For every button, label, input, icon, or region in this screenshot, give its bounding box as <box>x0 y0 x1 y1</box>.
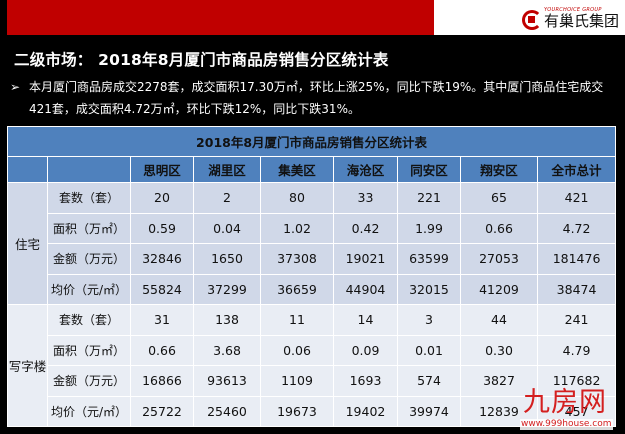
cell: 33 <box>333 182 398 214</box>
table-row: 面积（万㎡） 0.66 3.68 0.06 0.09 0.01 0.30 4.7… <box>8 334 617 366</box>
table-row: 写字楼 套数（套） 31 138 11 14 3 44 241 <box>7 304 617 427</box>
cell: 65 <box>460 182 538 214</box>
cell: 19021 <box>333 243 398 275</box>
cell: 41209 <box>460 273 538 305</box>
cell: 80 <box>260 182 334 214</box>
cell: 1650 <box>193 243 261 275</box>
logo-subtitle: YOURCHOICE GROUP <box>543 6 602 13</box>
table-row: 金额（万元） 32846 1650 37308 19021 63599 2705… <box>8 243 617 275</box>
cell: 16866 <box>130 365 194 397</box>
cell: 241 <box>536 304 617 336</box>
cell: 1693 <box>333 365 398 397</box>
header-jimei: 集美区 <box>260 156 334 183</box>
metric-label: 套数（套） <box>47 304 131 336</box>
cell: 0.66 <box>460 212 538 244</box>
cell: 2 <box>193 182 261 214</box>
header-siming: 思明区 <box>130 156 194 183</box>
sales-stats-table: 2018年8月厦门市商品房销售分区统计表 思明区 湖里区 集美区 海沧区 同安区… <box>6 126 617 427</box>
cell: 1.99 <box>397 212 461 244</box>
cell: 93613 <box>193 365 261 397</box>
summary-bullet: ➢ 本月厦门商品房成交2278套，成交面积17.30万㎡，环比上涨25%，同比下… <box>10 76 610 120</box>
category-office: 写字楼 <box>7 304 48 427</box>
metric-label: 均价（元/㎡） <box>47 273 131 305</box>
cell: 38474 <box>536 273 617 305</box>
cell: 0.01 <box>397 334 461 366</box>
header-huli: 湖里区 <box>193 156 261 183</box>
cell: 55824 <box>130 273 194 305</box>
metric-label: 金额（万元） <box>47 365 131 397</box>
header-haicang: 海沧区 <box>333 156 398 183</box>
table-row: 均价（元/㎡） 55824 37299 36659 44904 32015 41… <box>8 273 617 305</box>
metric-label: 金额（万元） <box>47 243 131 275</box>
cell: 27053 <box>460 243 538 275</box>
cell: 0.04 <box>193 212 261 244</box>
header-tongan: 同安区 <box>397 156 461 183</box>
cell: 181476 <box>536 243 617 275</box>
category-residential: 住宅 <box>7 182 48 305</box>
cell: 3 <box>397 304 461 336</box>
table-row: 面积（万㎡） 0.59 0.04 1.02 0.42 1.99 0.66 4.7… <box>8 212 617 244</box>
cell: 1.02 <box>260 212 334 244</box>
table-title-row: 2018年8月厦门市商品房销售分区统计表 <box>6 126 617 157</box>
logo-name: 有巢氏集团 <box>543 11 619 30</box>
table-row: 金额（万元） 16866 93613 1109 1693 574 3827 11… <box>8 365 617 397</box>
cell: 0.30 <box>460 334 538 366</box>
cell: 19673 <box>260 395 334 427</box>
cell: 11 <box>260 304 334 336</box>
cell: 421 <box>536 182 617 214</box>
cell: 37299 <box>193 273 261 305</box>
header-total: 全市总计 <box>536 156 617 183</box>
table-title: 2018年8月厦门市商品房销售分区统计表 <box>6 126 617 157</box>
cell: 0.66 <box>130 334 194 366</box>
cell: 4.79 <box>536 334 617 366</box>
cell: 14 <box>333 304 398 336</box>
cell: 39974 <box>397 395 461 427</box>
cell: 36659 <box>260 273 334 305</box>
cell: 574 <box>397 365 461 397</box>
header-cell <box>47 156 131 183</box>
cell: 4.72 <box>536 212 617 244</box>
cell: 31 <box>130 304 194 336</box>
cell: 3.68 <box>193 334 261 366</box>
arrow-bullet-icon: ➢ <box>10 80 21 94</box>
metric-label: 面积（万㎡） <box>47 212 131 244</box>
cell: 3827 <box>460 365 538 397</box>
cell: 44904 <box>333 273 398 305</box>
table-row: 均价（元/㎡） 25722 25460 19673 19402 39974 12… <box>8 395 617 427</box>
header-xiangan: 翔安区 <box>460 156 538 183</box>
metric-label: 套数（套） <box>47 182 131 214</box>
metric-label: 面积（万㎡） <box>47 334 131 366</box>
cell: 0.06 <box>260 334 334 366</box>
cell: 138 <box>193 304 261 336</box>
cell: 20 <box>130 182 194 214</box>
cell: 0.59 <box>130 212 194 244</box>
cell: 32015 <box>397 273 461 305</box>
cell: 1109 <box>260 365 334 397</box>
cell: 19402 <box>333 395 398 427</box>
cell: 63599 <box>397 243 461 275</box>
metric-label: 均价（元/㎡） <box>47 395 131 427</box>
cell: 25722 <box>130 395 194 427</box>
table-header-row: 思明区 湖里区 集美区 海沧区 同安区 翔安区 全市总计 <box>7 156 617 183</box>
cell: 44 <box>460 304 538 336</box>
cell: 221 <box>397 182 461 214</box>
header-cell <box>7 156 48 183</box>
cell: 117682 <box>536 365 617 397</box>
cell: 12839 <box>460 395 538 427</box>
cell: 0.42 <box>333 212 398 244</box>
cell: 0.09 <box>333 334 398 366</box>
logo-house-icon <box>521 9 542 30</box>
cell: 457 <box>536 395 617 427</box>
cell: 37308 <box>260 243 334 275</box>
header-red-bar <box>7 0 434 35</box>
summary-text: 本月厦门商品房成交2278套，成交面积17.30万㎡，环比上涨25%，同比下跌1… <box>29 80 604 116</box>
cell: 25460 <box>193 395 261 427</box>
page-title: 二级市场： 2018年8月厦门市商品房销售分区统计表 <box>14 51 389 69</box>
cell: 32846 <box>130 243 194 275</box>
table-row: 住宅 套数（套） 20 2 80 33 221 65 421 <box>7 182 617 305</box>
company-logo: YOURCHOICE GROUP 有巢氏集团 <box>434 0 625 35</box>
